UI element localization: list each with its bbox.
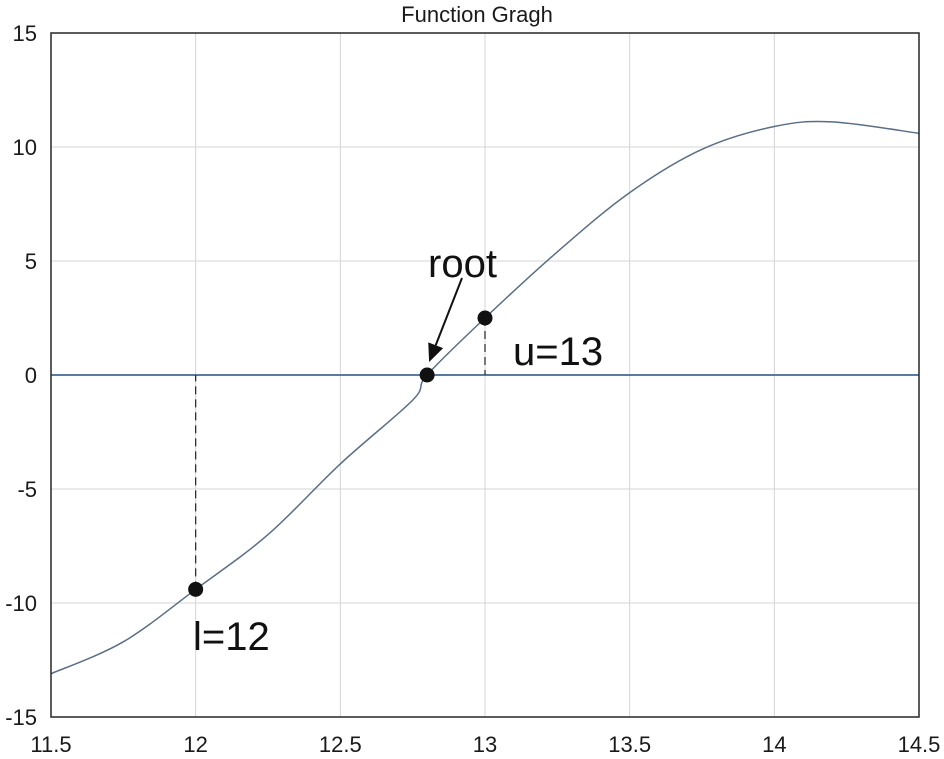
point-2 (477, 310, 493, 326)
y-tick-label: 0 (25, 363, 37, 388)
series-curve (50, 120, 920, 675)
y-tick-label: 10 (13, 135, 37, 160)
marked-points (188, 310, 493, 597)
x-tick-label: 14 (762, 732, 786, 757)
y-tick-label: -10 (5, 591, 37, 616)
x-tick-labels: 11.5 12 12.5 13 13.5 14 14.5 (30, 732, 940, 757)
x-tick-label: 12.5 (319, 732, 362, 757)
y-tick-label: -15 (5, 705, 37, 730)
y-tick-labels: -15 -10 -5 0 5 10 15 (5, 21, 37, 730)
y-tick-label: -5 (17, 477, 37, 502)
root-arrow-head (428, 342, 444, 362)
root-arrow (434, 277, 463, 346)
y-tick-label: 5 (25, 249, 37, 274)
u-label: u=13 (513, 330, 603, 374)
chart-title: Function Gragh (401, 2, 553, 27)
plot-frame (50, 32, 920, 718)
point-1 (419, 367, 435, 383)
x-tick-label: 12 (183, 732, 207, 757)
x-tick-label: 13.5 (608, 732, 651, 757)
root-label: root (428, 242, 497, 286)
point-0 (188, 581, 204, 597)
y-tick-label: 15 (13, 21, 37, 46)
x-tick-label: 11.5 (30, 732, 71, 757)
l-label: l=12 (193, 615, 270, 659)
x-tick-label: 13 (473, 732, 497, 757)
x-tick-label: 14.5 (898, 732, 941, 757)
